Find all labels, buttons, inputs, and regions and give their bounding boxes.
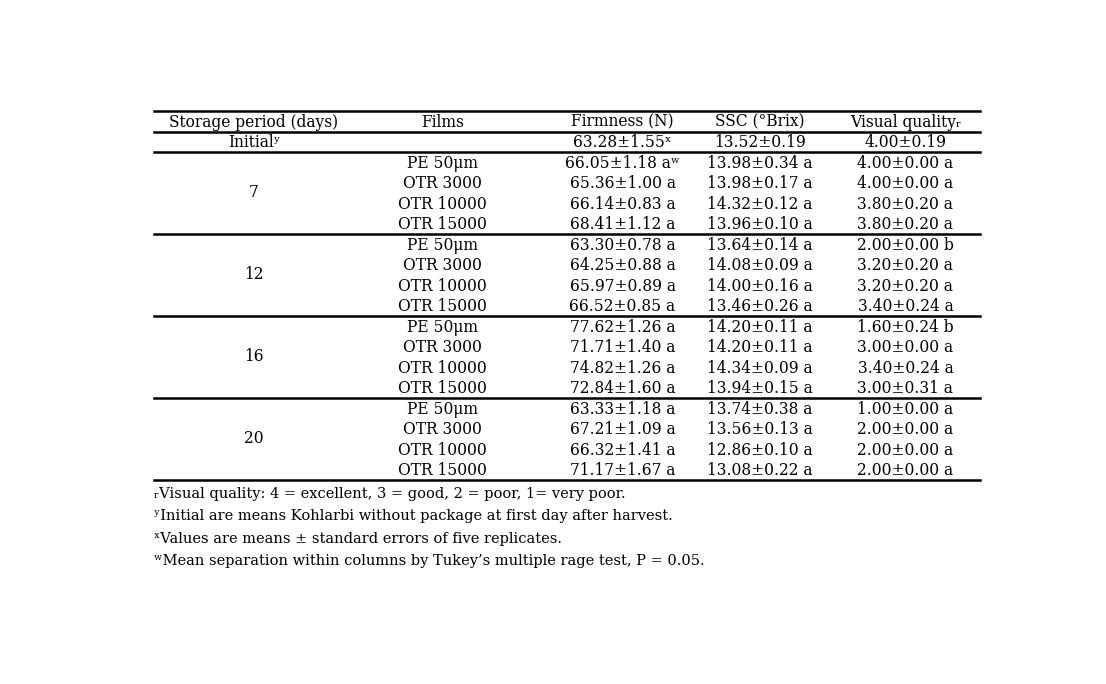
Text: 13.08±0.22 a: 13.08±0.22 a xyxy=(707,462,813,479)
Text: 13.56±0.13 a: 13.56±0.13 a xyxy=(707,421,813,438)
Text: 3.20±0.20 a: 3.20±0.20 a xyxy=(857,257,953,274)
Text: OTR 3000: OTR 3000 xyxy=(403,175,482,192)
Text: 67.21±1.09 a: 67.21±1.09 a xyxy=(570,421,676,438)
Text: OTR 10000: OTR 10000 xyxy=(398,196,487,213)
Text: 12.86±0.10 a: 12.86±0.10 a xyxy=(707,442,813,458)
Text: ˣValues are means ± standard errors of five replicates.: ˣValues are means ± standard errors of f… xyxy=(154,531,562,546)
Text: 3.00±0.00 a: 3.00±0.00 a xyxy=(857,339,953,356)
Text: Storage period (days): Storage period (days) xyxy=(169,114,338,131)
Text: OTR 10000: OTR 10000 xyxy=(398,360,487,377)
Text: 2.00±0.00 b: 2.00±0.00 b xyxy=(857,237,953,254)
Text: Films: Films xyxy=(421,114,465,131)
Text: 16: 16 xyxy=(244,348,263,365)
Text: ᵣVisual quality: 4 = excellent, 3 = good, 2 = poor, 1= very poor.: ᵣVisual quality: 4 = excellent, 3 = good… xyxy=(154,487,625,501)
Text: OTR 15000: OTR 15000 xyxy=(398,380,487,397)
Text: 14.34±0.09 a: 14.34±0.09 a xyxy=(707,360,813,377)
Text: 66.52±0.85 a: 66.52±0.85 a xyxy=(570,298,676,315)
Text: 3.40±0.24 a: 3.40±0.24 a xyxy=(857,298,953,315)
Text: 13.96±0.10 a: 13.96±0.10 a xyxy=(707,216,813,233)
Text: 63.28±1.55ˣ: 63.28±1.55ˣ xyxy=(573,134,671,151)
Text: 77.62±1.26 a: 77.62±1.26 a xyxy=(570,319,676,336)
Text: 72.84±1.60 a: 72.84±1.60 a xyxy=(570,380,676,397)
Text: 13.46±0.26 a: 13.46±0.26 a xyxy=(707,298,813,315)
Text: OTR 10000: OTR 10000 xyxy=(398,442,487,458)
Text: 65.36±1.00 a: 65.36±1.00 a xyxy=(570,175,676,192)
Text: 14.32±0.12 a: 14.32±0.12 a xyxy=(707,196,813,213)
Text: PE 50μm: PE 50μm xyxy=(407,319,478,336)
Text: ʸInitial are means Kohlarbi without package at first day after harvest.: ʸInitial are means Kohlarbi without pack… xyxy=(154,510,672,523)
Text: PE 50μm: PE 50μm xyxy=(407,155,478,172)
Text: OTR 15000: OTR 15000 xyxy=(398,462,487,479)
Text: 3.80±0.20 a: 3.80±0.20 a xyxy=(857,216,953,233)
Text: 64.25±0.88 a: 64.25±0.88 a xyxy=(570,257,676,274)
Text: 14.08±0.09 a: 14.08±0.09 a xyxy=(707,257,813,274)
Text: 2.00±0.00 a: 2.00±0.00 a xyxy=(857,442,953,458)
Text: SSC (°Brix): SSC (°Brix) xyxy=(714,114,804,131)
Text: 3.20±0.20 a: 3.20±0.20 a xyxy=(857,278,953,295)
Text: 13.94±0.15 a: 13.94±0.15 a xyxy=(707,380,813,397)
Text: PE 50μm: PE 50μm xyxy=(407,401,478,417)
Text: 13.52±0.19: 13.52±0.19 xyxy=(713,134,805,151)
Text: 13.74±0.38 a: 13.74±0.38 a xyxy=(707,401,813,417)
Text: 74.82±1.26 a: 74.82±1.26 a xyxy=(570,360,676,377)
Text: 2.00±0.00 a: 2.00±0.00 a xyxy=(857,421,953,438)
Text: 14.00±0.16 a: 14.00±0.16 a xyxy=(707,278,813,295)
Text: 3.40±0.24 a: 3.40±0.24 a xyxy=(857,360,953,377)
Text: 63.33±1.18 a: 63.33±1.18 a xyxy=(570,401,676,417)
Text: 1.00±0.00 a: 1.00±0.00 a xyxy=(857,401,953,417)
Text: 63.30±0.78 a: 63.30±0.78 a xyxy=(570,237,676,254)
Text: 3.00±0.31 a: 3.00±0.31 a xyxy=(857,380,953,397)
Text: 20: 20 xyxy=(244,430,263,447)
Text: PE 50μm: PE 50μm xyxy=(407,237,478,254)
Text: 71.17±1.67 a: 71.17±1.67 a xyxy=(570,462,676,479)
Text: 2.00±0.00 a: 2.00±0.00 a xyxy=(857,462,953,479)
Text: 13.64±0.14 a: 13.64±0.14 a xyxy=(707,237,813,254)
Text: 68.41±1.12 a: 68.41±1.12 a xyxy=(570,216,676,233)
Text: ʷMean separation within columns by Tukey’s multiple rage test, P = 0.05.: ʷMean separation within columns by Tukey… xyxy=(154,553,705,568)
Text: 7: 7 xyxy=(249,185,259,202)
Text: OTR 10000: OTR 10000 xyxy=(398,278,487,295)
Text: OTR 15000: OTR 15000 xyxy=(398,216,487,233)
Text: Initialʸ: Initialʸ xyxy=(228,134,280,151)
Text: Firmness (N): Firmness (N) xyxy=(571,114,674,131)
Text: OTR 3000: OTR 3000 xyxy=(403,339,482,356)
Text: 71.71±1.40 a: 71.71±1.40 a xyxy=(570,339,676,356)
Text: 66.14±0.83 a: 66.14±0.83 a xyxy=(570,196,676,213)
Text: 4.00±0.19: 4.00±0.19 xyxy=(865,134,947,151)
Text: 13.98±0.17 a: 13.98±0.17 a xyxy=(707,175,813,192)
Text: 66.32±1.41 a: 66.32±1.41 a xyxy=(570,442,676,458)
Text: OTR 15000: OTR 15000 xyxy=(398,298,487,315)
Text: 1.60±0.24 b: 1.60±0.24 b xyxy=(857,319,953,336)
Text: 4.00±0.00 a: 4.00±0.00 a xyxy=(857,175,953,192)
Text: 65.97±0.89 a: 65.97±0.89 a xyxy=(570,278,676,295)
Text: 12: 12 xyxy=(244,266,263,283)
Text: 13.98±0.34 a: 13.98±0.34 a xyxy=(707,155,813,172)
Text: OTR 3000: OTR 3000 xyxy=(403,257,482,274)
Text: OTR 3000: OTR 3000 xyxy=(403,421,482,438)
Text: 3.80±0.20 a: 3.80±0.20 a xyxy=(857,196,953,213)
Text: 4.00±0.00 a: 4.00±0.00 a xyxy=(857,155,953,172)
Text: 66.05±1.18 aʷ: 66.05±1.18 aʷ xyxy=(565,155,680,172)
Text: 14.20±0.11 a: 14.20±0.11 a xyxy=(707,319,813,336)
Text: 14.20±0.11 a: 14.20±0.11 a xyxy=(707,339,813,356)
Text: Visual qualityᵣ: Visual qualityᵣ xyxy=(849,114,961,131)
